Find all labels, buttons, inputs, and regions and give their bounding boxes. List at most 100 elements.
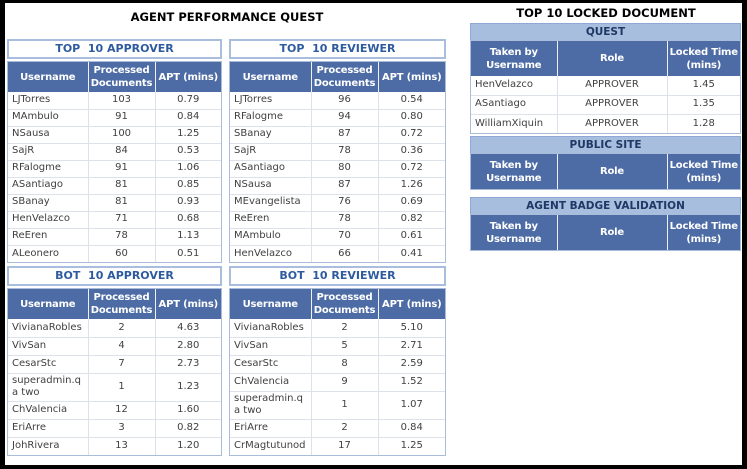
cell-username: VivianaRobles (8, 319, 89, 338)
column-header: Username (8, 62, 89, 92)
column-header: Taken by Username (471, 154, 558, 189)
cell-value: 2.80 (155, 337, 221, 356)
cell-value: 0.72 (378, 126, 445, 144)
cell-value: 71 (88, 211, 156, 229)
cell-username: VivSan (8, 337, 89, 356)
cell-value: 0.82 (155, 419, 221, 438)
table-grid: Taken by Username Role Locked Time (mins) (470, 153, 741, 190)
cell-value: 78 (311, 211, 379, 229)
table-row: HenVelazco APPROVER 1.45 (471, 76, 740, 96)
cell-username: ASantiago (471, 95, 558, 115)
cell-value: 0.93 (155, 194, 221, 212)
cell-value: 0.79 (155, 92, 221, 110)
cell-value: 1.60 (155, 401, 221, 420)
cell-value: 1 (88, 373, 156, 402)
cell-value: 66 (311, 245, 379, 262)
cell-value: 1.13 (155, 228, 221, 246)
table-row: NSausa 87 1.26 (230, 177, 445, 195)
cell-username: HenVelazco (471, 76, 558, 96)
column-header: APT (mins) (378, 289, 445, 319)
header-row: Taken by Username Role Locked Time (mins) (471, 215, 740, 250)
table-row: VivSan 5 2.71 (230, 337, 445, 356)
cell-value: 0.41 (378, 245, 445, 262)
cell-value: 1.06 (155, 160, 221, 178)
cell-value: 0.82 (378, 211, 445, 229)
cell-value: 60 (88, 245, 156, 262)
table-title: TOP 10 REVIEWER (229, 39, 446, 59)
cell-value: 0.84 (155, 109, 221, 127)
cell-value: 1.28 (667, 114, 740, 133)
column-header: Username (230, 289, 312, 319)
table-title: AGENT BADGE VALIDATION (470, 197, 741, 214)
cell-value: 81 (88, 194, 156, 212)
cell-value: 0.72 (378, 160, 445, 178)
cell-username: ALeonero (8, 245, 89, 262)
table-row: SBanay 87 0.72 (230, 126, 445, 144)
cell-value: 78 (88, 228, 156, 246)
table-row: NSausa 100 1.25 (8, 126, 221, 144)
cell-value: 1.23 (155, 373, 221, 402)
table-row: CesarStc 8 2.59 (230, 355, 445, 374)
cell-value: 78 (311, 143, 379, 161)
cell-username: MAmbulo (230, 228, 312, 246)
column-header: Processed Documents (88, 62, 156, 92)
cell-value: 87 (311, 177, 379, 195)
cell-value: 2 (311, 319, 379, 338)
table-row: EriArre 3 0.82 (8, 419, 221, 438)
cell-username: MAmbulo (8, 109, 89, 127)
cell-username: CesarStc (230, 355, 312, 374)
cell-username: LJTorres (230, 92, 312, 110)
table-row: superadmin.qa two 1 1.07 (230, 391, 445, 420)
cell-value: 1.26 (378, 177, 445, 195)
cell-value: 70 (311, 228, 379, 246)
table-row: ASantiago 80 0.72 (230, 160, 445, 178)
table-grid: Taken by Username Role Locked Time (mins) (470, 214, 741, 251)
quest-locked-table: QUEST Taken by Username Role Locked Time (m… (470, 23, 741, 134)
cell-username: SBanay (8, 194, 89, 212)
column-header: Processed Documents (88, 289, 156, 319)
cell-username: WilliamXiquin (471, 114, 558, 133)
table-title: PUBLIC SITE (470, 136, 741, 153)
table-row: CesarStc 7 2.73 (8, 355, 221, 374)
cell-username: RFalogme (230, 109, 312, 127)
table-row: ReEren 78 0.82 (230, 211, 445, 229)
cell-value: 1 (311, 391, 379, 420)
table-row: HenVelazco 71 0.68 (8, 211, 221, 229)
cell-value: 1.25 (378, 437, 445, 455)
cell-value: 91 (88, 109, 156, 127)
cell-value: 1.35 (667, 95, 740, 115)
cell-value: 76 (311, 194, 379, 212)
column-header: APT (mins) (155, 62, 221, 92)
column-header: Username (8, 289, 89, 319)
column-header: Role (557, 41, 668, 76)
cell-username: ASantiago (230, 160, 312, 178)
cell-username: HenVelazco (8, 211, 89, 229)
cell-username: SajR (230, 143, 312, 161)
table-row: VivianaRobles 2 4.63 (8, 319, 221, 338)
table-grid: Username Processed Documents APT (mins) LJT… (229, 61, 446, 263)
agent-performance-quest-title: AGENT PERFORMANCE QUEST (130, 10, 324, 24)
table-row: ReEren 78 1.13 (8, 228, 221, 246)
cell-value: 4.63 (155, 319, 221, 338)
column-header: Locked Time (mins) (667, 41, 740, 76)
table-row: LJTorres 103 0.79 (8, 92, 221, 110)
bot-10-reviewer-table: BOT 10 REVIEWER Username Processed Documen… (229, 266, 446, 456)
column-header: Processed Documents (311, 62, 379, 92)
table-row: ASantiago 81 0.85 (8, 177, 221, 195)
table-row: ChValencia 9 1.52 (230, 373, 445, 392)
cell-value: 96 (311, 92, 379, 110)
cell-value: 103 (88, 92, 156, 110)
cell-value: 3 (88, 419, 156, 438)
table-row: SajR 78 0.36 (230, 143, 445, 161)
cell-value: 0.69 (378, 194, 445, 212)
cell-value: APPROVER (557, 95, 668, 115)
cell-value: 1.45 (667, 76, 740, 96)
cell-username: MEvangelista (230, 194, 312, 212)
table-row: SBanay 81 0.93 (8, 194, 221, 212)
cell-value: 100 (88, 126, 156, 144)
cell-username: SBanay (230, 126, 312, 144)
table-grid: Taken by Username Role Locked Time (mins) H… (470, 40, 741, 134)
cell-value: 91 (88, 160, 156, 178)
table-title: BOT 10 APPROVER (7, 266, 222, 286)
